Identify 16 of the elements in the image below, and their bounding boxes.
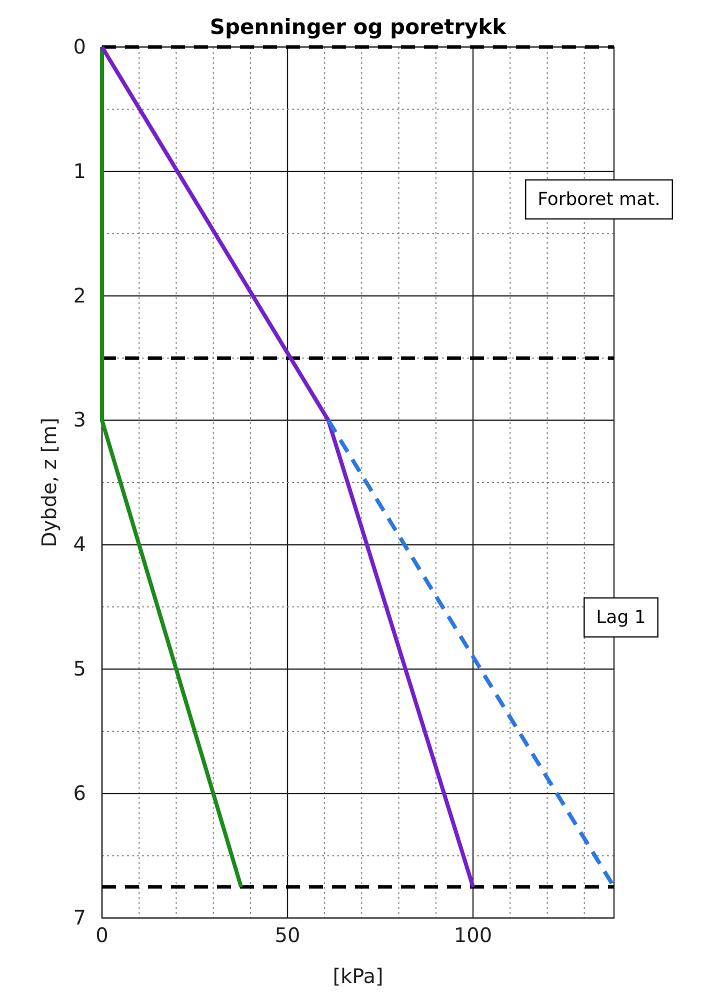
y-tick-label: 1 xyxy=(73,158,86,183)
y-axis-title: Dybde, z [m] xyxy=(37,418,61,548)
x-tick-label: 50 xyxy=(274,923,300,948)
chart-title: Spenninger og poretrykk xyxy=(210,15,508,39)
x-tick-label: 0 xyxy=(96,923,108,948)
y-tick-label: 0 xyxy=(73,34,86,58)
y-tick-label: 2 xyxy=(73,283,86,308)
x-tick-label: 100 xyxy=(454,923,492,948)
annotation: Forboret mat. xyxy=(538,188,660,210)
y-tick-label: 5 xyxy=(73,656,86,681)
x-axis-title: [kPa] xyxy=(332,964,384,988)
y-tick-label: 6 xyxy=(73,780,86,805)
y-tick-label: 4 xyxy=(73,532,86,556)
y-tick-label: 7 xyxy=(73,905,86,930)
annotation: Lag 1 xyxy=(596,606,646,628)
y-tick-label: 3 xyxy=(73,408,86,432)
